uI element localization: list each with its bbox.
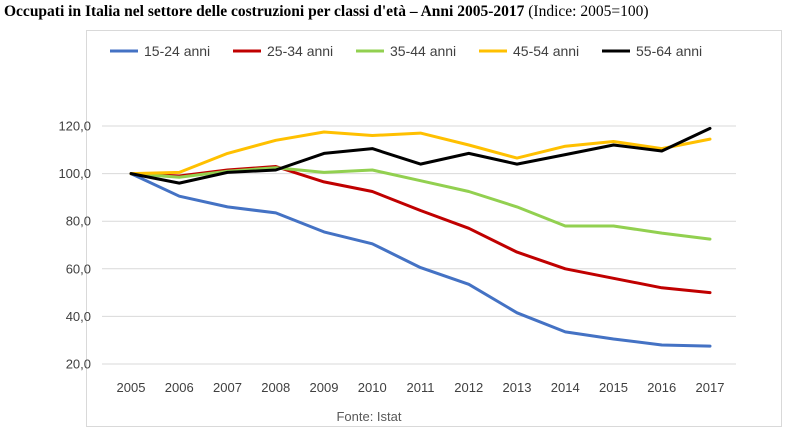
x-tick-label: 2011 bbox=[407, 380, 435, 395]
y-tick-label: 80,0 bbox=[66, 214, 91, 229]
x-tick-label: 2005 bbox=[117, 380, 146, 395]
x-tick-label: 2008 bbox=[261, 380, 290, 395]
x-tick-label: 2007 bbox=[213, 380, 242, 395]
gridlines bbox=[102, 125, 736, 365]
series-line-45-54-anni bbox=[129, 130, 712, 176]
chart-frame bbox=[86, 30, 782, 427]
legend-label: 35-44 anni bbox=[390, 43, 456, 59]
x-tick-label: 2017 bbox=[696, 380, 725, 395]
legend: 15-24 anni 25-34 anni 35-44 anni 45-54 anni… bbox=[110, 43, 702, 59]
legend-label: 45-54 anni bbox=[513, 43, 579, 59]
y-tick-label: 100,0 bbox=[58, 166, 91, 181]
series-line-15-24-anni bbox=[129, 172, 712, 348]
series-line-55-64-anni bbox=[129, 126, 712, 185]
chart-title: Occupati in Italia nel settore delle cos… bbox=[4, 3, 802, 21]
series-line-25-34-anni bbox=[129, 165, 712, 295]
x-tick-label: 2013 bbox=[503, 380, 532, 395]
source-label: Fonte: Istat bbox=[336, 409, 401, 424]
y-tick-label: 40,0 bbox=[66, 309, 91, 324]
x-tick-label: 2010 bbox=[358, 380, 387, 395]
y-tick-label: 20,0 bbox=[66, 357, 91, 372]
x-tick-label: 2006 bbox=[165, 380, 194, 395]
series-lines bbox=[129, 126, 712, 348]
y-tick-label: 120,0 bbox=[58, 119, 91, 134]
legend-label: 15-24 anni bbox=[144, 43, 210, 59]
x-tick-label: 2012 bbox=[454, 380, 483, 395]
legend-label: 25-34 anni bbox=[267, 43, 333, 59]
chart-title-main: Occupati in Italia nel settore delle cos… bbox=[4, 3, 525, 20]
legend-label: 55-64 anni bbox=[636, 43, 702, 59]
x-tick-label: 2016 bbox=[647, 380, 676, 395]
y-tick-label: 60,0 bbox=[66, 261, 91, 276]
chart-title-index: (Indice: 2005=100) bbox=[528, 3, 649, 20]
x-tick-label: 2014 bbox=[551, 380, 580, 395]
x-tick-label: 2015 bbox=[599, 380, 628, 395]
y-axis-ticks: 20,0 40,0 60,0 80,0 100,0 120,0 bbox=[58, 119, 91, 372]
x-axis-ticks: 2005 2006 2007 2008 2009 2010 2011 2012 2013 2014… bbox=[117, 380, 725, 395]
x-tick-label: 2009 bbox=[310, 380, 339, 395]
